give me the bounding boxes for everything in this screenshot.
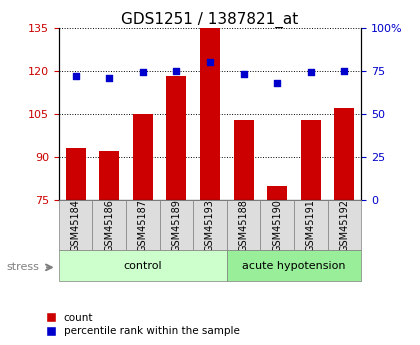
Bar [59, 250, 227, 281]
Bar [301, 120, 321, 200]
Bar [267, 186, 287, 200]
Text: GSM45190: GSM45190 [272, 199, 282, 252]
Bar [133, 114, 153, 200]
Bar [193, 200, 227, 250]
Text: GSM45192: GSM45192 [339, 199, 349, 252]
Bar [200, 28, 220, 200]
Text: GSM45184: GSM45184 [71, 199, 81, 252]
Bar [66, 148, 86, 200]
Point [341, 68, 348, 73]
Point [72, 73, 79, 79]
Bar [166, 77, 186, 200]
Bar [59, 200, 92, 250]
Point [207, 59, 213, 65]
Text: GSM45189: GSM45189 [171, 199, 181, 252]
Bar [227, 250, 361, 281]
Text: GDS1251 / 1387821_at: GDS1251 / 1387821_at [121, 12, 299, 28]
Point [274, 80, 281, 86]
Bar [260, 200, 294, 250]
Point [240, 71, 247, 77]
Bar [294, 200, 328, 250]
Bar [328, 200, 361, 250]
Legend: count, percentile rank within the sample: count, percentile rank within the sample [47, 313, 240, 336]
Point [173, 68, 180, 73]
Bar [160, 200, 193, 250]
Bar [227, 200, 260, 250]
Bar [234, 120, 254, 200]
Bar [99, 151, 119, 200]
Bar [334, 108, 354, 200]
Point [307, 70, 314, 75]
Text: GSM45186: GSM45186 [104, 199, 114, 252]
Bar [92, 200, 126, 250]
Text: GSM45187: GSM45187 [138, 199, 148, 252]
Text: GSM45193: GSM45193 [205, 199, 215, 252]
Text: acute hypotension: acute hypotension [242, 261, 346, 270]
Text: stress: stress [6, 263, 39, 272]
Text: GSM45188: GSM45188 [239, 199, 249, 252]
Point [106, 75, 113, 80]
Bar [126, 200, 160, 250]
Text: GSM45191: GSM45191 [306, 199, 316, 252]
Point [139, 70, 146, 75]
Text: control: control [123, 261, 162, 270]
